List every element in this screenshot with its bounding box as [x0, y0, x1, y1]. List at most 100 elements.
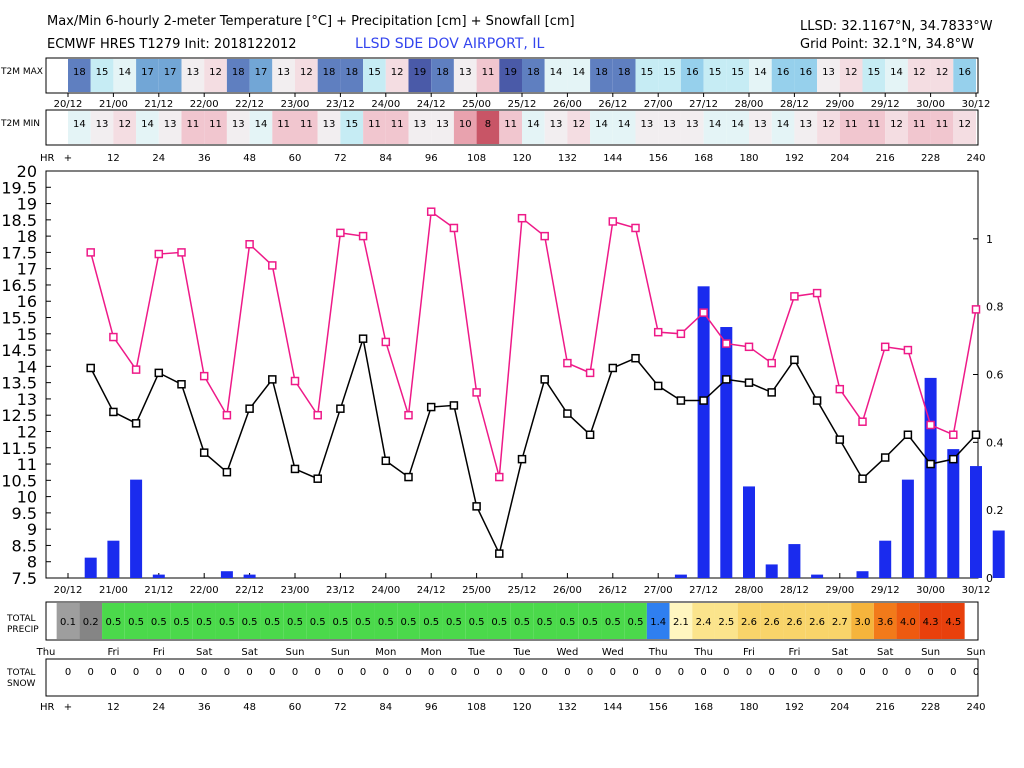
tmin-value: 15: [345, 119, 358, 130]
left-axis-label: 17.5: [1, 243, 37, 262]
tmin-value: 11: [391, 119, 404, 130]
left-axis-label: 8.5: [12, 536, 37, 555]
tmax-value: 18: [323, 67, 336, 78]
precip-strip-label-2: PRECIP: [7, 625, 39, 635]
hr-tick-top: 108: [467, 153, 486, 164]
precip-bar: [788, 544, 801, 578]
snow-value: 0: [496, 667, 502, 678]
tmin-cell: [567, 111, 591, 144]
left-axis-label: 10: [17, 488, 37, 507]
precip-value: 0.5: [128, 617, 144, 628]
tmax-value: 16: [686, 67, 699, 78]
left-axis-label: 12.5: [1, 406, 37, 425]
tmin-cell: [522, 111, 545, 144]
tmax-value: 15: [640, 67, 653, 78]
bottom-axis-label: 25/00: [462, 585, 491, 596]
precip-value: 0.5: [491, 617, 507, 628]
snow-value: 0: [405, 667, 411, 678]
tmax-strip-label: T2M MAX: [0, 67, 43, 77]
tmin-value: 11: [186, 119, 199, 130]
tmax-marker: [699, 308, 708, 317]
precip-cell: [873, 603, 897, 639]
precip-cell: [124, 603, 148, 639]
day-label: Fri: [153, 647, 165, 658]
snow-value: 0: [519, 667, 525, 678]
left-axis-label: 13: [17, 390, 37, 409]
tmax-marker: [835, 384, 845, 394]
tmin-value: 13: [232, 119, 245, 130]
tmax-value: 15: [96, 67, 109, 78]
tmax-marker: [336, 228, 345, 238]
day-label: Tue: [512, 647, 530, 658]
tmax-marker: [86, 248, 95, 257]
tmin-cell: [953, 111, 976, 144]
tmin-value: 13: [754, 119, 767, 130]
tmin-marker: [608, 363, 618, 373]
hr-tick-bottom: 180: [739, 702, 758, 713]
precip-cell: [102, 603, 125, 639]
precip-bar: [743, 486, 755, 578]
tmax-value: 17: [164, 67, 177, 78]
tmin-marker: [744, 378, 754, 387]
tmin-cell: [862, 111, 886, 144]
tmin-marker: [767, 388, 776, 397]
day-label: Sun: [285, 647, 304, 658]
bottom-axis-label: 23/00: [281, 585, 310, 596]
precip-value: 0.5: [196, 617, 212, 628]
tmax-marker: [449, 223, 459, 233]
tmax-cell: [453, 59, 477, 92]
precip-value: 0.1: [60, 617, 76, 628]
tmax-marker: [222, 410, 232, 420]
snow-value: 0: [632, 667, 638, 678]
precip-cell: [737, 603, 761, 639]
tmax-cell: [567, 59, 591, 92]
right-axis-label: 0.8: [986, 301, 1004, 314]
right-axis-label: 1: [986, 233, 993, 246]
date-tick-label: 28/12: [780, 99, 809, 110]
precip-cell: [283, 603, 307, 639]
left-axis-label: 12: [17, 422, 37, 441]
tmin-marker: [381, 456, 391, 466]
tmin-marker: [268, 375, 277, 384]
tmax-marker: [358, 231, 368, 241]
day-label: Fri: [743, 647, 755, 658]
tmax-marker: [472, 388, 481, 397]
tmin-marker: [336, 404, 345, 413]
precip-cell: [919, 603, 942, 639]
precip-cell: [896, 603, 920, 639]
tmax-cell: [113, 59, 137, 92]
date-tick-label: 30/12: [962, 99, 991, 110]
hr-tick-bottom: 84: [379, 702, 392, 713]
day-label: Sun: [921, 647, 940, 658]
hr-label-bottom: HR: [40, 702, 55, 713]
left-axis-label: 16: [17, 292, 37, 311]
tmin-marker: [722, 375, 731, 384]
snow-value: 0: [769, 667, 775, 678]
hr-tick-top: 24: [152, 153, 165, 164]
hr-tick-bottom: 60: [289, 702, 302, 713]
tmin-value: 13: [550, 119, 563, 130]
precip-value: 0.5: [332, 617, 348, 628]
precip-cell: [170, 603, 193, 639]
tmin-value: 13: [663, 119, 676, 130]
tmax-cell: [703, 59, 727, 92]
precip-value: 0.5: [105, 617, 121, 628]
precip-bar: [84, 557, 97, 578]
left-axis-label: 9: [27, 520, 37, 539]
precip-value: 3.0: [855, 617, 871, 628]
tmin-marker: [653, 381, 663, 391]
precip-cell: [714, 603, 738, 639]
tmin-marker: [790, 355, 799, 365]
precip-bar: [856, 571, 869, 578]
precip-cell: [238, 603, 261, 639]
date-tick-label: 25/00: [462, 99, 491, 110]
tmin-value: 14: [731, 119, 744, 130]
tmin-cell: [612, 111, 636, 144]
tmin-cell: [476, 111, 500, 144]
tmin-cell: [317, 111, 341, 144]
tmin-cell: [544, 111, 568, 144]
date-tick-label: 27/00: [644, 99, 673, 110]
precip-bar: [152, 574, 165, 578]
